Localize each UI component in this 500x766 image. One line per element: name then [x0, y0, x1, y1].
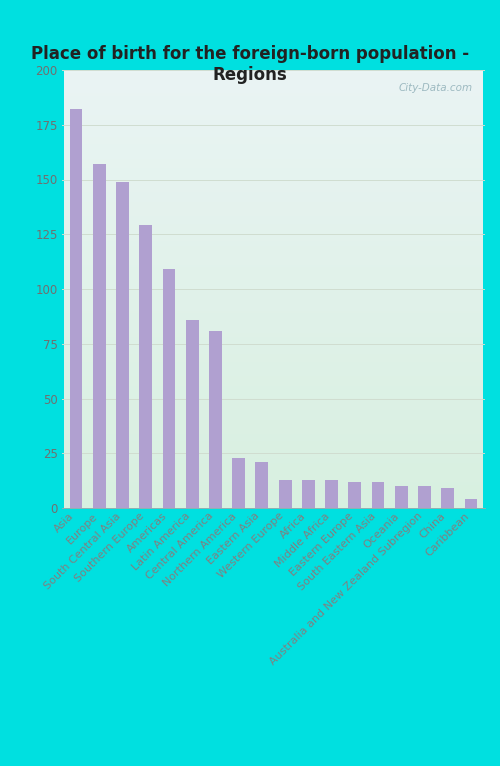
Bar — [442, 488, 454, 508]
Bar — [348, 482, 361, 508]
Bar — [209, 331, 222, 508]
Bar — [302, 480, 315, 508]
Bar — [256, 462, 268, 508]
Bar — [140, 225, 152, 508]
Bar — [232, 457, 245, 508]
Bar — [186, 319, 198, 508]
Bar — [464, 499, 477, 508]
Bar — [162, 270, 175, 508]
Bar — [278, 480, 291, 508]
Text: City-Data.com: City-Data.com — [398, 83, 472, 93]
Bar — [325, 480, 338, 508]
Bar — [418, 486, 431, 508]
Bar — [372, 482, 384, 508]
Bar — [70, 110, 82, 508]
Bar — [93, 164, 106, 508]
Bar — [116, 182, 129, 508]
Bar — [395, 486, 407, 508]
Text: Place of birth for the foreign-born population -
Regions: Place of birth for the foreign-born popu… — [31, 45, 469, 83]
